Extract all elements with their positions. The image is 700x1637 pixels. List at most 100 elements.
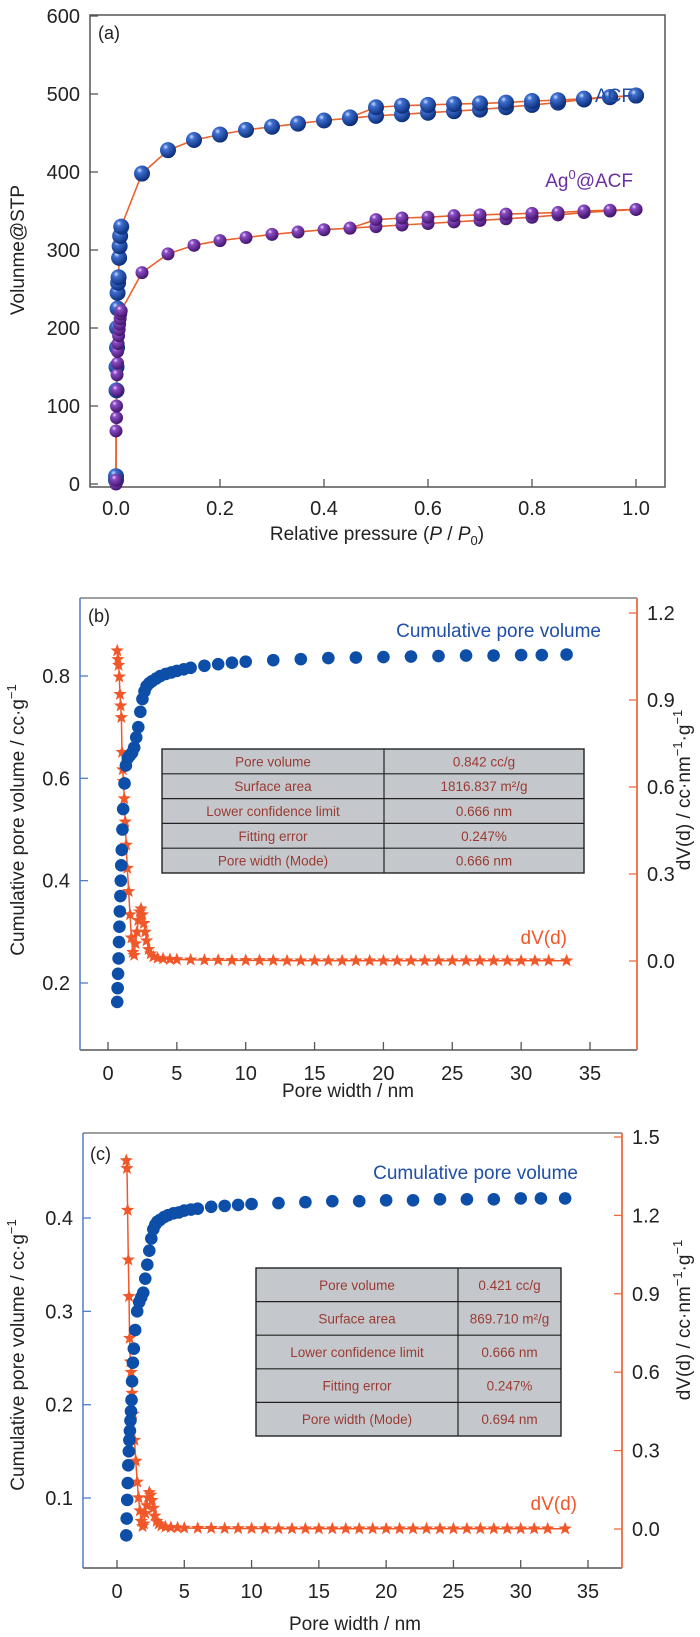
cumulative-point xyxy=(136,1286,150,1299)
cumulative-point xyxy=(459,649,473,662)
cumulative-point xyxy=(110,995,124,1009)
cumulative-point xyxy=(138,1272,152,1285)
cumulative-point xyxy=(115,843,129,857)
table-cell-label: Surface area xyxy=(234,779,312,794)
table-cell-label: Lower confidence limit xyxy=(206,804,340,819)
dvd-star-point xyxy=(280,953,294,967)
y-tick-label: 500 xyxy=(47,84,80,106)
dvd-star-point xyxy=(144,946,158,960)
cumulative-point xyxy=(487,1193,501,1206)
right-y-tick-label: 1.2 xyxy=(647,603,675,625)
panel-c-cumulative-series xyxy=(119,1192,572,1542)
dvd-star-point xyxy=(124,1365,138,1378)
dvd-star-point xyxy=(110,643,124,657)
ag-acf-adsorption-point xyxy=(110,399,124,413)
acf-desorption-point xyxy=(368,99,384,116)
right-y-tick-label: 1.2 xyxy=(632,1205,660,1227)
right-y-tick-label: 1.5 xyxy=(632,1127,660,1149)
left-y-tick-label: 0.3 xyxy=(45,1301,73,1323)
ag-acf-desorption-point xyxy=(421,210,435,224)
cumulative-point xyxy=(352,1194,366,1208)
y-tick-label: 300 xyxy=(47,240,80,262)
table-cell-value: 0.694 nm xyxy=(481,1412,537,1427)
dvd-star-point xyxy=(352,1521,366,1535)
cumulative-point xyxy=(131,720,145,734)
left-axis-title-sup: −1 xyxy=(4,1219,19,1234)
x-tick-label: 0.2 xyxy=(206,498,234,520)
table-background xyxy=(255,1267,562,1437)
cumulative-point xyxy=(225,656,239,669)
dvd-star-point xyxy=(164,1520,178,1534)
dvd-star-point xyxy=(514,953,528,967)
cumulative-point xyxy=(326,1194,339,1208)
cumulative-point xyxy=(118,777,131,790)
left-axis-title-part: Cumulative pore volume / cc·g xyxy=(8,699,29,956)
right-y-tick-label: 0.0 xyxy=(632,1519,660,1541)
cumulative-point xyxy=(142,1244,156,1257)
ag-acf-adsorption-point xyxy=(110,368,124,382)
dvd-star-point xyxy=(433,1521,447,1535)
cumulative-point xyxy=(123,1424,137,1438)
acf-desorption-point xyxy=(394,97,410,114)
dvd-star-point xyxy=(335,953,349,967)
ag-acf-adsorption-point xyxy=(213,234,227,248)
right-axis-title-sup: −1 xyxy=(670,1271,685,1286)
panel-c-summary-table: Pore volume 0.421 cc/g Surface area 869.710… xyxy=(255,1267,562,1437)
right-y-tick-label: 0.9 xyxy=(632,1284,660,1306)
right-y-tick-label: 0.3 xyxy=(647,864,675,886)
left-y-tick-label: 0.4 xyxy=(42,871,70,893)
ag-acf-adsorption-point xyxy=(114,304,128,318)
cumulative-point xyxy=(266,653,280,667)
x-tick-label: 0 xyxy=(102,1063,113,1085)
panel-b-right-axis-title: dV(d) / cc·nm−1·g−1 xyxy=(670,710,695,871)
cumulative-point xyxy=(460,1193,474,1206)
series-label-ag-acf: Ag0@ACF xyxy=(545,167,633,192)
right-axis-title-sup: −1 xyxy=(670,710,685,725)
dvd-star-point xyxy=(225,953,239,967)
dvd-star-point xyxy=(406,1521,420,1535)
dvd-star-point xyxy=(139,1498,154,1512)
dvd-star-point xyxy=(321,953,335,967)
dvd-star-point xyxy=(460,1521,474,1535)
dvd-star-point xyxy=(390,953,404,967)
acf-adsorption-point xyxy=(186,132,202,149)
cumulative-point xyxy=(119,1529,133,1542)
table-cell-label: Pore volume xyxy=(319,1278,395,1293)
right-y-tick-label: 0.0 xyxy=(647,951,675,973)
cumulative-point xyxy=(125,1393,138,1407)
cumulative-point xyxy=(123,1433,136,1447)
dvd-star-point xyxy=(252,953,267,967)
acf-desorption-point xyxy=(550,92,566,109)
ag-acf-adsorption-point xyxy=(111,356,125,370)
acf-adsorption-point xyxy=(113,218,130,235)
y-tick-label: 100 xyxy=(47,396,80,418)
dvd-star-point xyxy=(473,953,487,967)
acf-adsorption-point xyxy=(264,118,280,135)
dvd-star-point xyxy=(122,884,136,898)
acf-desorption-point xyxy=(628,87,644,104)
ag-acf-adsorption-point xyxy=(291,225,305,239)
cumulative-point xyxy=(111,967,125,981)
ag-acf-desorption-point xyxy=(395,211,409,225)
ag-acf-adsorption-point xyxy=(317,223,331,237)
cumulative-point xyxy=(299,1195,312,1209)
right-axis-title-part: ·g xyxy=(674,1255,695,1272)
cumulative-point xyxy=(184,661,197,675)
dvd-star-point xyxy=(459,953,473,967)
dvd-star-point xyxy=(211,953,225,966)
dvd-star-point xyxy=(473,1521,487,1535)
cumulative-point xyxy=(191,1202,205,1215)
dvd-star-point xyxy=(197,953,212,966)
dvd-star-point xyxy=(271,1521,286,1535)
table-cell-value: 0.666 nm xyxy=(456,804,512,819)
dvd-star-point xyxy=(130,1474,144,1488)
dvd-star-point xyxy=(404,953,418,967)
panel-a-y-axis-title: Volunme@STP xyxy=(8,185,29,315)
ag-acf-label-part: Ag xyxy=(545,171,568,192)
left-y-tick-label: 0.4 xyxy=(45,1208,73,1230)
ag-acf-adsorption-point xyxy=(265,227,279,241)
x-tick-label: 15 xyxy=(303,1063,325,1085)
dvd-star-point xyxy=(204,1521,218,1534)
table-cell-label: Pore width (Mode) xyxy=(218,854,328,869)
x-tick-label: 30 xyxy=(510,1063,532,1085)
